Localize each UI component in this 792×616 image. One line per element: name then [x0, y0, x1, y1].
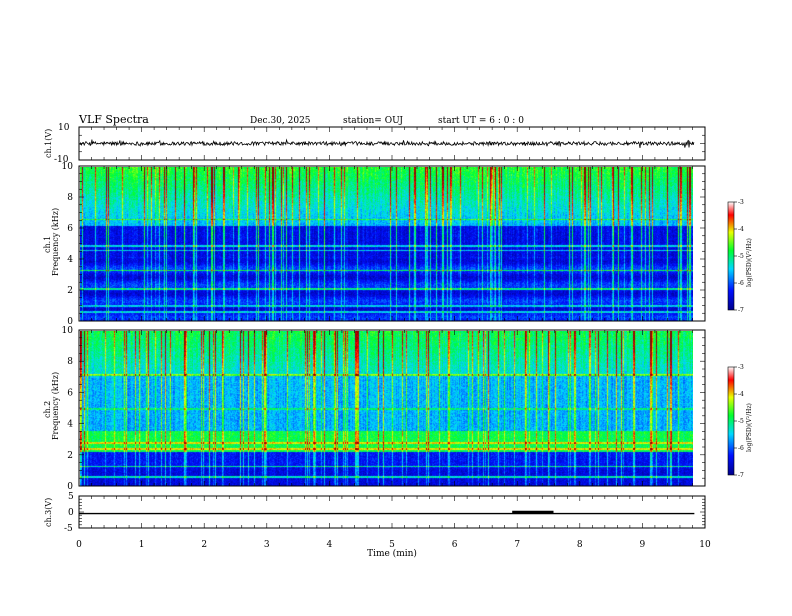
ch3-ytick-bottom: -5 — [64, 524, 73, 534]
ch1-waveform-ylabel: ch.1(V) — [44, 129, 53, 158]
ch3-signal-frame — [78, 495, 706, 529]
time-tick-label: 9 — [640, 540, 646, 550]
y-tick-label: 4 — [67, 420, 73, 430]
ch1-colorbar-label: log(PSD)(V²/Hz) — [746, 238, 753, 287]
ch2-spectrogram-image — [80, 331, 693, 486]
colorbar-tick-label: -4 — [738, 391, 744, 398]
y-tick-label: 10 — [62, 326, 74, 336]
y-tick-label: 6 — [67, 388, 73, 398]
figure-title: VLF Spectra — [78, 113, 149, 126]
ch3-ytick-mid: 0 — [68, 508, 74, 518]
header-date: Dec.30, 2025 — [250, 116, 311, 126]
ch1-spectrogram-ylabel-frequency: Frequency (kHz) — [51, 208, 60, 276]
ch2-colorbar-gradient — [727, 366, 735, 476]
time-tick-label: 10 — [699, 540, 711, 550]
time-axis-label: Time (min) — [367, 548, 417, 559]
colorbar-tick-label: -3 — [738, 199, 744, 206]
time-tick-label: 0 — [76, 540, 82, 550]
ch2-spectrogram-ylabel-channel: ch.2 — [43, 401, 52, 418]
ch3-signal-yticks — [79, 495, 705, 529]
time-tick-label: 6 — [452, 540, 458, 550]
colorbar-tick-label: -6 — [738, 280, 744, 287]
y-tick-label: 0 — [67, 482, 73, 492]
time-tick-label: 5 — [389, 540, 395, 550]
ch1-colorbar-ticks: -3 -4 -5 -6 -7 — [734, 199, 744, 314]
colorbar-tick-label: -5 — [738, 418, 744, 425]
colorbar-tick-label: -7 — [738, 307, 744, 314]
ch2-colorbar: -3 -4 -5 -6 -7 log(PSD)(V²/Hz) — [727, 364, 753, 479]
ch2-colorbar-ticks: -3 -4 -5 -6 -7 — [734, 364, 744, 479]
time-tick-label: 2 — [201, 540, 207, 550]
y-tick-label: 4 — [67, 255, 73, 265]
y-tick-label: 0 — [67, 317, 73, 327]
header-station: station= OUJ — [343, 116, 403, 126]
y-tick-label: 6 — [67, 224, 73, 234]
colorbar-tick-label: -4 — [738, 226, 744, 233]
colorbar-tick-label: -6 — [738, 445, 744, 452]
time-tick-label: 8 — [577, 540, 583, 550]
ch1-waveform-panel: 10 -10 ch.1(V) — [44, 123, 706, 165]
time-tick-label: 4 — [327, 540, 333, 550]
header-start-time: start UT = 6 : 0 : 0 — [438, 116, 524, 126]
ch1-waveform-trace — [79, 138, 695, 148]
ch1-colorbar: -3 -4 -5 -6 -7 log(PSD)(V²/Hz) — [727, 199, 753, 314]
ch1-spectrogram-panel: 0 2 4 6 8 10 ch.1 Frequency (kHz) — [43, 162, 706, 327]
ch2-spectrogram-ylabel-frequency: Frequency (kHz) — [51, 372, 60, 440]
y-tick-label: 10 — [62, 162, 74, 172]
y-tick-label: 8 — [67, 357, 73, 367]
y-tick-label: 8 — [67, 193, 73, 203]
ch1-waveform-ytick-top: 10 — [58, 123, 70, 133]
time-axis-ticks — [78, 127, 706, 528]
ch1-spectrogram-ylabel-channel: ch.1 — [43, 236, 52, 253]
ch1-spectrogram-yticks: 0 2 4 6 8 10 — [62, 162, 705, 327]
ch1-colorbar-gradient — [727, 201, 735, 311]
ch2-spectrogram-yticks: 0 2 4 6 8 10 — [62, 326, 705, 492]
ch1-spectrogram-image — [80, 167, 693, 321]
ch3-ytick-top: 5 — [68, 492, 74, 502]
colorbar-tick-label: -7 — [738, 472, 744, 479]
time-tick-label: 3 — [264, 540, 270, 550]
colorbar-tick-label: -5 — [738, 253, 744, 260]
time-tick-label: 1 — [139, 540, 145, 550]
ch3-signal-panel: 5 0 -5 ch.3(V) — [44, 492, 706, 534]
ch1-waveform-yticks — [79, 126, 705, 161]
colorbar-tick-label: -3 — [738, 364, 744, 371]
ch2-colorbar-label: log(PSD)(V²/Hz) — [746, 403, 753, 452]
ch2-spectrogram-panel: 0 2 4 6 8 10 ch.2 Frequency (kHz) — [43, 326, 706, 492]
ch3-signal-ylabel: ch.3(V) — [44, 498, 53, 527]
time-tick-label: 7 — [514, 540, 520, 550]
ch1-waveform-ytick-bottom: -10 — [54, 155, 69, 165]
y-tick-label: 2 — [67, 286, 73, 296]
time-axis-tick-labels: 0 1 2 3 4 5 6 7 8 9 10 — [76, 540, 711, 550]
y-tick-label: 2 — [67, 451, 73, 461]
